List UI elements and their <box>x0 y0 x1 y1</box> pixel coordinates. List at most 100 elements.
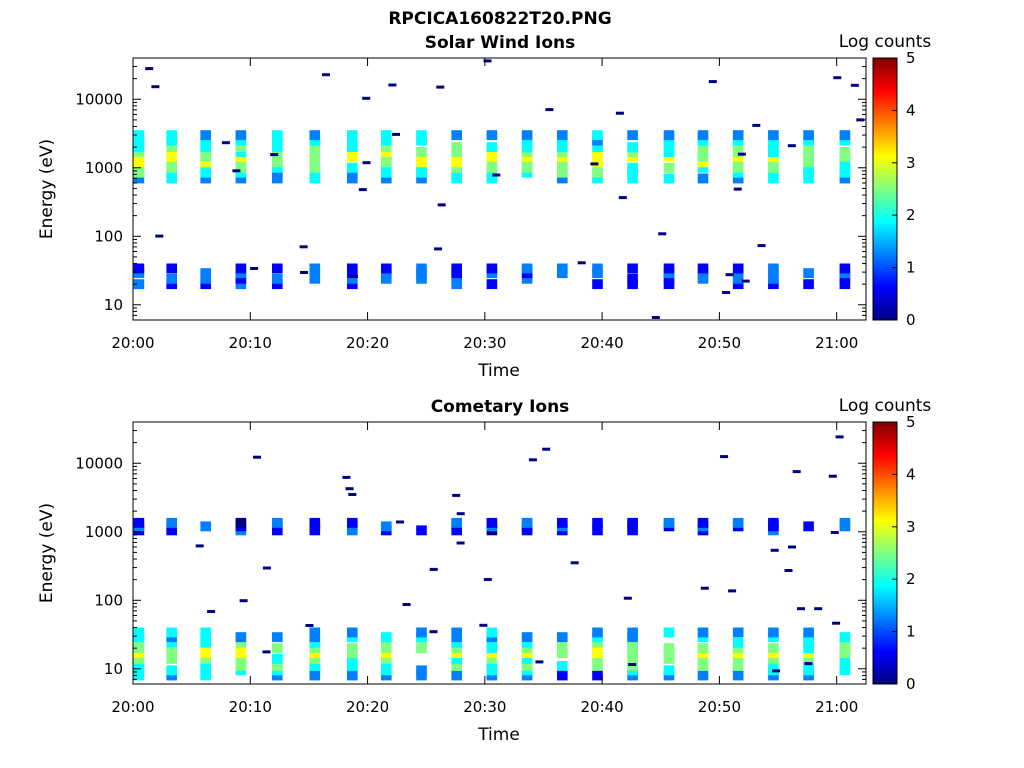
heatmap-cell <box>416 273 427 284</box>
heatmap-cell <box>200 661 211 671</box>
heatmap-cell <box>557 670 568 681</box>
heatmap-cell <box>592 135 603 146</box>
heatmap-cell <box>628 663 637 666</box>
heatmap-cell <box>570 561 579 565</box>
heatmap-cell <box>839 653 851 664</box>
heatmap-cell <box>803 173 814 184</box>
heatmap-cell <box>733 187 742 191</box>
heatmap-cell <box>732 517 744 528</box>
heatmap-cell <box>732 173 744 184</box>
heatmap-cell <box>347 670 358 681</box>
heatmap-cell <box>521 157 533 168</box>
heatmap-cell <box>416 525 427 536</box>
colorbar-tick-label: 3 <box>906 154 916 172</box>
heatmap-cell <box>348 493 357 496</box>
heatmap-cell <box>768 142 779 153</box>
heatmap-cell <box>239 599 248 603</box>
heatmap-cell <box>381 637 392 648</box>
heatmap-cell <box>451 643 462 654</box>
heatmap-cell <box>557 661 568 671</box>
heatmap-cell <box>133 653 145 664</box>
x-tick-label: 20:30 <box>463 698 506 716</box>
heatmap-cell <box>557 637 568 648</box>
colorbar-tick-label: 3 <box>906 518 916 536</box>
heatmap-cell <box>155 234 164 238</box>
heatmap-cell <box>200 648 211 658</box>
heatmap-plot <box>133 59 865 319</box>
heatmap-cell <box>166 135 177 146</box>
heatmap-cell <box>166 279 177 290</box>
heatmap-cell <box>486 653 498 664</box>
heatmap-cell <box>381 263 392 274</box>
heatmap-cell <box>381 173 392 184</box>
heatmap-cell <box>362 161 371 165</box>
heatmap-cell <box>627 263 638 274</box>
heatmap-cell <box>768 273 779 284</box>
heatmap-cell <box>166 517 177 528</box>
heatmap-cell <box>309 273 321 284</box>
heatmap-cell <box>732 142 744 153</box>
heatmap-cell <box>697 162 709 173</box>
heatmap-cell <box>592 279 603 290</box>
y-tick-label: 1000 <box>85 523 123 541</box>
heatmap-cell <box>577 261 586 265</box>
heatmap-cell <box>521 162 533 173</box>
heatmap-cell <box>347 130 358 141</box>
heatmap-cell <box>590 162 599 166</box>
heatmap-cell <box>200 142 211 153</box>
y-tick-label: 100 <box>94 227 123 245</box>
heatmap-cell <box>663 130 675 141</box>
heatmap-cell <box>768 157 779 168</box>
y-axis: 10 100 1000 10000 <box>75 57 866 321</box>
heatmap-cell <box>486 263 498 274</box>
heatmap-cell <box>416 670 427 681</box>
heatmap-cell <box>557 157 568 168</box>
heatmap-cell <box>200 162 211 173</box>
heatmap-cell <box>803 637 814 648</box>
heatmap-cell <box>166 130 177 141</box>
heatmap-cell <box>207 610 216 613</box>
heatmap-cell <box>757 244 766 248</box>
heatmap-cell <box>133 279 145 290</box>
heatmap-cell <box>835 435 844 439</box>
heatmap-cell <box>839 147 851 157</box>
heatmap-cell <box>768 643 779 654</box>
heatmap-cell <box>133 130 145 141</box>
heatmap-cell <box>732 627 744 638</box>
heatmap-cell <box>557 632 568 643</box>
heatmap-cell <box>200 135 211 146</box>
heatmap-cell <box>732 162 744 173</box>
y-tick-label: 10 <box>104 296 123 314</box>
heatmap-cell <box>768 162 779 173</box>
heatmap-cell <box>803 643 814 654</box>
heatmap-cell <box>663 162 675 173</box>
heatmap-cell <box>557 135 568 146</box>
heatmap-cell <box>429 630 438 634</box>
heatmap-cell <box>787 144 796 148</box>
heatmap-cell <box>166 142 177 153</box>
heatmap-cell <box>272 130 283 141</box>
heatmap-cell <box>166 273 177 284</box>
heatmap-cell <box>486 643 498 654</box>
heatmap-cell <box>133 263 145 274</box>
heatmap-cell <box>592 661 603 671</box>
heatmap-cell <box>272 643 283 654</box>
heatmap-cell <box>697 135 709 146</box>
heatmap-cell <box>725 273 734 277</box>
heatmap-cell <box>166 627 177 638</box>
heatmap-cell <box>663 670 675 681</box>
heatmap-cell <box>416 157 427 168</box>
heatmap-cell <box>347 135 358 146</box>
heatmap-cell <box>592 517 603 528</box>
colorbar-tick-label: 5 <box>906 413 916 431</box>
heatmap-cell <box>592 637 603 648</box>
heatmap-cell <box>768 653 779 664</box>
heatmap-cell <box>235 263 247 274</box>
heatmap-cell <box>651 316 660 319</box>
heatmap-cell <box>381 670 392 681</box>
heatmap-cell <box>804 662 813 666</box>
heatmap-cell <box>200 268 211 279</box>
heatmap-cell <box>839 632 851 643</box>
heatmap-cell <box>262 650 271 654</box>
